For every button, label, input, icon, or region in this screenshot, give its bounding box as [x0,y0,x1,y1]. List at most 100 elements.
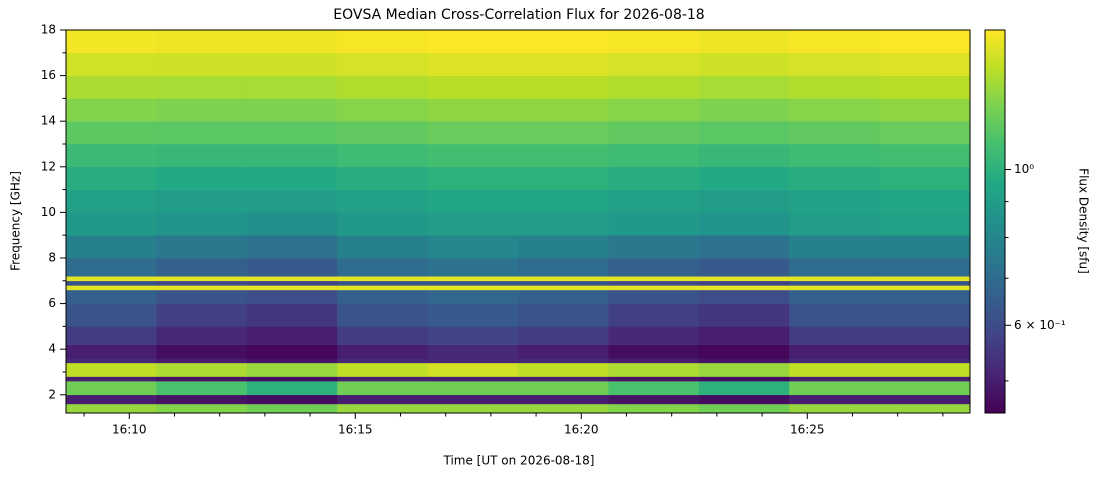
heatmap-cell [337,303,429,327]
heatmap-cell [789,344,881,359]
heatmap-cell [66,30,157,54]
heatmap-cell [246,303,338,327]
heatmap-cell [427,344,519,359]
heatmap-cell [608,381,700,396]
heatmap-cell [879,303,971,327]
heatmap-cell [608,52,700,76]
heatmap-cell [789,381,881,396]
heatmap-cell [337,257,429,277]
heatmap-cell [337,289,429,304]
heatmap-cell [698,285,790,291]
heatmap-cell [156,276,248,282]
heatmap-cell [337,30,429,54]
heatmap-cell [66,376,157,382]
heatmap-cell [879,189,971,213]
heatmap-cell [879,257,971,277]
heatmap-cell [337,189,429,213]
heatmap-cell [608,143,700,168]
heatmap-cell [789,257,881,277]
heatmap-cell [246,358,338,364]
heatmap-cell [156,376,248,382]
heatmap-cell [337,394,429,405]
heatmap-cell [427,358,519,364]
heatmap-cell [337,403,429,414]
heatmap-cell [66,403,157,414]
heatmap-cell [66,166,157,190]
heatmap-cell [156,394,248,405]
heatmap-cell [518,362,609,377]
heatmap-cell [789,403,881,414]
heatmap-cell [427,276,519,282]
heatmap-cell [427,52,519,76]
heatmap-cell [608,257,700,277]
heatmap-cell [246,98,338,122]
heatmap-cell [246,276,338,282]
heatmap-cell [427,289,519,304]
heatmap-cell [427,235,519,259]
heatmap-cell [337,166,429,190]
heatmap-cell [66,326,157,345]
heatmap-cell [789,75,881,99]
heatmap-cell [337,143,429,168]
heatmap-cell [789,189,881,213]
heatmap-cell [698,235,790,259]
heatmap-cell [337,344,429,359]
heatmap-cell [518,189,609,213]
heatmap-cell [879,98,971,122]
heatmap-cell [427,189,519,213]
heatmap-cell [156,75,248,99]
heatmap-cell [789,30,881,54]
heatmap-cell [337,98,429,122]
heatmap-cell [879,280,971,286]
heatmap-cell [789,303,881,327]
y-tick-label: 4 [48,342,56,356]
heatmap-cell [698,289,790,304]
heatmap-cell [518,280,609,286]
heatmap-cell [789,52,881,76]
heatmap-cell [427,30,519,54]
colorbar-tick-label: 6 × 10⁻¹ [1014,318,1066,332]
heatmap-cell [427,121,519,145]
heatmap-cell [66,276,157,282]
heatmap-cell [698,381,790,396]
y-axis-label: Frequency [GHz] [9,171,23,271]
heatmap-cell [789,212,881,236]
heatmap-cell [608,280,700,286]
heatmap-cell [698,75,790,99]
heatmap-cell [156,403,248,414]
heatmap-cell [66,358,157,364]
y-tick-label: 8 [48,250,56,264]
heatmap-cell [518,376,609,382]
heatmap-cell [518,257,609,277]
heatmap-cell [66,303,157,327]
heatmap-cell [337,381,429,396]
heatmap-cell [66,289,157,304]
heatmap-cell [789,98,881,122]
heatmap-cell [427,285,519,291]
heatmap-cell [608,403,700,414]
heatmap-cell [427,143,519,168]
heatmap-cell [608,344,700,359]
heatmap-cell [337,75,429,99]
heatmap-cell [156,362,248,377]
heatmap-cell [608,362,700,377]
heatmap-cell [518,235,609,259]
heatmap-cell [518,75,609,99]
heatmap-cell [246,166,338,190]
heatmap-cell [698,98,790,122]
y-tick-label: 10 [41,205,56,219]
heatmap-cell [66,381,157,396]
heatmap-cell [66,212,157,236]
heatmap-cell [698,326,790,345]
heatmap-cell [337,358,429,364]
heatmap-cell [156,303,248,327]
heatmap-cell [246,326,338,345]
heatmap-cell [789,280,881,286]
heatmap-cell [427,166,519,190]
heatmap-cell [698,121,790,145]
heatmap-cell [608,166,700,190]
heatmap-cell [156,212,248,236]
heatmap-cell [789,235,881,259]
x-tick-label: 16:15 [338,423,373,437]
